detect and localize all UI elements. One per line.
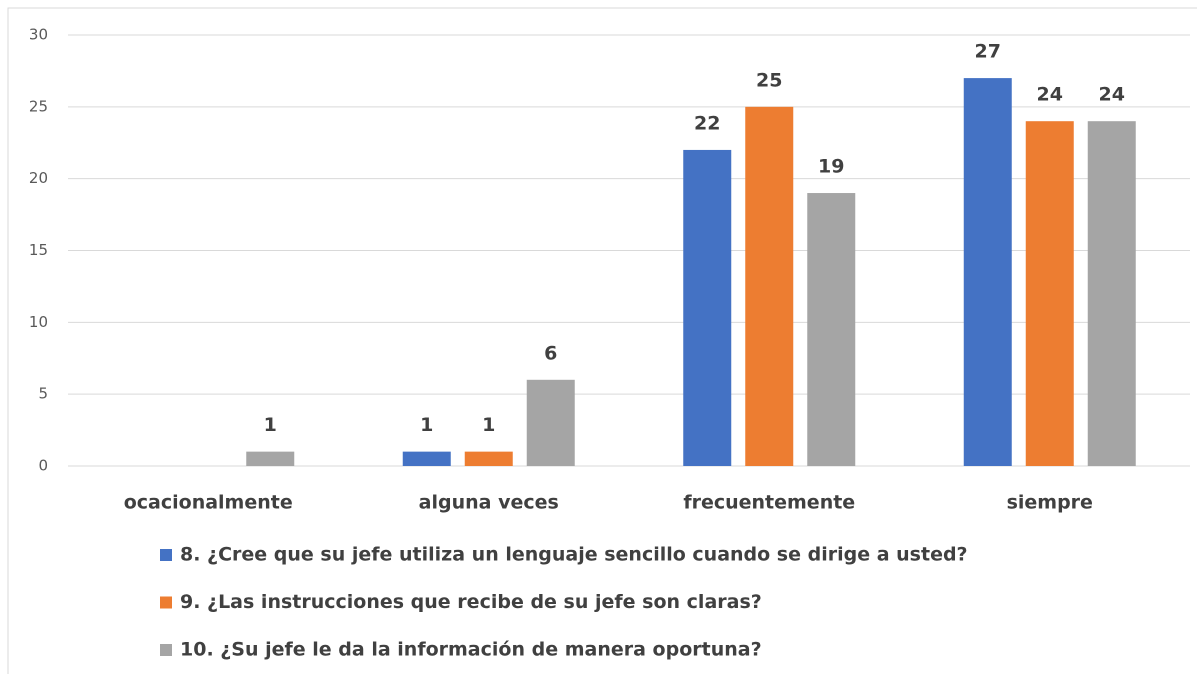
- legend-swatch: [160, 549, 172, 561]
- y-tick-label: 10: [29, 313, 48, 331]
- bar: [464, 451, 513, 466]
- y-tick-label: 5: [38, 385, 48, 403]
- legend-swatch: [160, 596, 172, 609]
- y-tick-label: 0: [38, 457, 48, 475]
- legend-label: 9. ¿Las instrucciones que recibe de su j…: [180, 591, 762, 613]
- bar: [1025, 121, 1074, 466]
- bar: [807, 193, 856, 467]
- data-label: 1: [264, 414, 277, 436]
- bar: [963, 78, 1012, 466]
- legend-label: 10. ¿Su jefe le da la información de man…: [180, 639, 762, 661]
- data-label: 6: [544, 342, 557, 364]
- data-label: 1: [482, 414, 495, 436]
- y-tick-label: 20: [29, 169, 48, 187]
- data-label: 1: [420, 414, 433, 436]
- x-tick-label: alguna veces: [419, 492, 559, 514]
- data-label: 25: [756, 69, 782, 91]
- data-label: 27: [975, 41, 1001, 63]
- x-tick-label: frecuentemente: [683, 492, 855, 514]
- data-label: 24: [1099, 84, 1125, 106]
- bar: [745, 106, 794, 466]
- chart-frame: [7, 7, 1197, 674]
- bar: [402, 451, 451, 466]
- bar: [1087, 121, 1136, 466]
- data-label: 24: [1037, 84, 1063, 106]
- y-tick-label: 15: [29, 241, 48, 259]
- y-tick-label: 30: [29, 26, 48, 44]
- x-tick-label: siempre: [1007, 492, 1093, 514]
- bar: [526, 379, 575, 466]
- data-label: 22: [694, 112, 720, 134]
- legend-label: 8. ¿Cree que su jefe utiliza un lenguaje…: [180, 544, 968, 566]
- x-tick-label: ocacionalmente: [124, 492, 293, 514]
- legend-swatch: [160, 644, 172, 656]
- data-label: 19: [818, 156, 844, 178]
- bar: [246, 451, 295, 466]
- y-tick-label: 25: [29, 97, 48, 115]
- bar: [683, 149, 732, 466]
